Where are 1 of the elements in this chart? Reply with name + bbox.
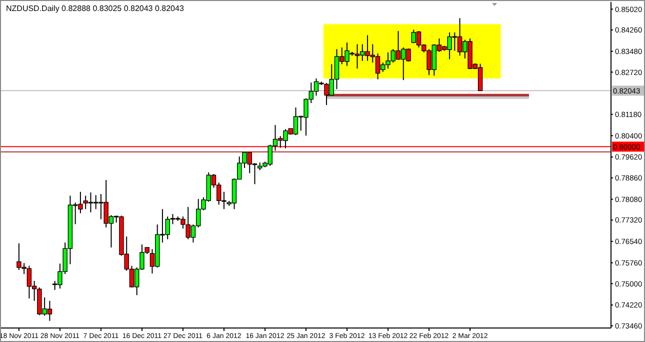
chart-title: NZDUSD.Daily 0.82888 0.83025 0.82043 0.82043 [6, 4, 184, 13]
